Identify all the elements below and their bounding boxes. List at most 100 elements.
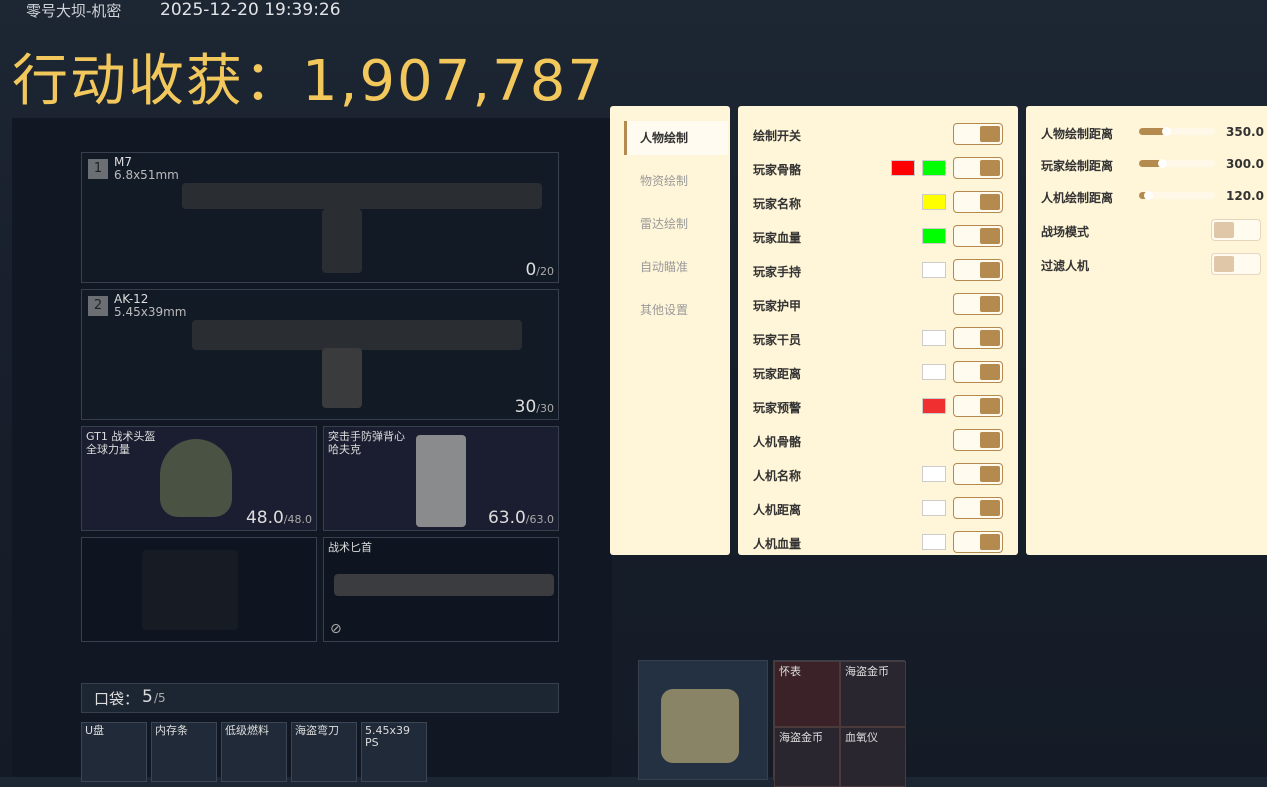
toggle-knob: [1214, 256, 1234, 272]
color-swatch[interactable]: [891, 160, 915, 176]
toggle-switch[interactable]: [953, 327, 1003, 349]
color-swatch[interactable]: [922, 466, 946, 482]
setting-label: 玩家骨骼: [753, 163, 802, 177]
no-insure-icon: ⊘: [330, 621, 342, 637]
toggle-switch[interactable]: [953, 293, 1003, 315]
secure-container[interactable]: [638, 660, 768, 780]
toggle-switch[interactable]: [953, 429, 1003, 451]
color-swatch[interactable]: [922, 194, 946, 210]
earnings-label: 行动收获：: [12, 49, 302, 114]
distance-row: 人机绘制距离 120.0 M: [1041, 185, 1267, 209]
container-item[interactable]: 怀表: [774, 661, 840, 727]
ammo-count: 0: [525, 260, 537, 280]
distance-slider[interactable]: [1139, 159, 1215, 168]
slider-handle[interactable]: [1161, 127, 1171, 136]
durability-max: /48.0: [283, 513, 312, 526]
toggle-knob: [980, 262, 1000, 278]
item-name: 海盗金币: [779, 731, 823, 744]
pocket-item[interactable]: 内存条: [151, 722, 217, 782]
distance-settings: 人物绘制距离 350.0 M 玩家绘制距离 300.0 M 人机绘制距离 120.0 M 战…: [1026, 106, 1267, 555]
color-swatch[interactable]: [922, 398, 946, 414]
slider-handle[interactable]: [1157, 159, 1167, 168]
pocket-item[interactable]: 海盗弯刀: [291, 722, 357, 782]
distance-label: 人物绘制距离: [1041, 127, 1114, 141]
toggle-switch[interactable]: [953, 157, 1003, 179]
toggle-row: 过滤人机: [1041, 253, 1261, 277]
color-swatch[interactable]: [922, 228, 946, 244]
setting-row: 玩家名称: [753, 191, 1003, 215]
setting-row: 人机骨骼: [753, 429, 1003, 453]
setting-label: 人机距离: [753, 503, 802, 517]
slot-number: 2: [88, 296, 108, 316]
toggle-switch[interactable]: [953, 531, 1003, 553]
toggle-knob: [980, 432, 1000, 448]
nav-tab[interactable]: 人物绘制: [624, 121, 728, 155]
nav-tab[interactable]: 物资绘制: [640, 174, 689, 188]
earnings-value: 1,907,787: [302, 49, 606, 114]
pistol-slot[interactable]: [81, 537, 317, 642]
pistol-silhouette-icon: [142, 550, 238, 630]
pocket-item[interactable]: U盘: [81, 722, 147, 782]
color-swatch[interactable]: [922, 364, 946, 380]
toggle-knob: [980, 160, 1000, 176]
ammo-max: /20: [536, 265, 554, 278]
toggle-switch[interactable]: [953, 123, 1003, 145]
slider-fill: [1139, 192, 1149, 199]
nav-tab[interactable]: 自动瞄准: [640, 260, 689, 274]
weapon-slot-1[interactable]: 1 M7 6.8x51mm 0/20: [81, 152, 559, 283]
setting-label: 人机血量: [753, 537, 802, 551]
toggle-switch[interactable]: [953, 259, 1003, 281]
helmet-slot[interactable]: GT1 战术头盔 全球力量 48.0/48.0: [81, 426, 317, 531]
pocket-header: 口袋： 5 /5: [81, 683, 559, 713]
container-item[interactable]: 血氧仪: [840, 727, 906, 787]
toggle-switch[interactable]: [1211, 253, 1261, 275]
toggle-switch[interactable]: [953, 225, 1003, 247]
toggle-switch[interactable]: [953, 497, 1003, 519]
weapon-slot-2[interactable]: 2 AK-12 5.45x39mm 30/30: [81, 289, 559, 420]
pocket-item[interactable]: 低级燃料: [221, 722, 287, 782]
toggle-switch[interactable]: [953, 395, 1003, 417]
nav-tab[interactable]: 其他设置: [640, 303, 689, 317]
distance-slider[interactable]: [1139, 127, 1215, 136]
toggle-knob: [980, 228, 1000, 244]
map-name: 零号大坝-机密: [26, 2, 122, 20]
color-swatch[interactable]: [922, 262, 946, 278]
durability-max: /63.0: [525, 513, 554, 526]
pocket-item[interactable]: 5.45x39 PS: [361, 722, 427, 782]
setting-row: 玩家骨骼: [753, 157, 1003, 181]
distance-label: 人机绘制距离: [1041, 191, 1114, 205]
melee-slot[interactable]: 战术匕首 ⊘: [323, 537, 559, 642]
setting-label: 绘制开关: [753, 129, 802, 143]
container-item[interactable]: 海盗金币: [774, 727, 840, 787]
slot-number: 1: [88, 159, 108, 179]
color-swatch[interactable]: [922, 500, 946, 516]
distance-slider[interactable]: [1139, 191, 1215, 200]
setting-row: 玩家预警: [753, 395, 1003, 419]
toggle-switch[interactable]: [953, 361, 1003, 383]
distance-value: 300.0 M: [1226, 157, 1267, 171]
color-swatch[interactable]: [922, 330, 946, 346]
toggle-knob: [1214, 222, 1234, 238]
setting-label: 玩家护甲: [753, 299, 802, 313]
magazine-image: [322, 209, 362, 273]
toggle-switch[interactable]: [953, 463, 1003, 485]
color-swatch[interactable]: [922, 160, 946, 176]
weapon-caliber: 6.8x51mm: [114, 168, 179, 182]
toggle-knob: [980, 296, 1000, 312]
slider-handle[interactable]: [1144, 191, 1154, 200]
toggle-knob: [980, 534, 1000, 550]
armor-image: [416, 435, 466, 527]
toggle-switch[interactable]: [953, 191, 1003, 213]
color-swatch[interactable]: [922, 534, 946, 550]
player-esp-settings: 绘制开关 玩家骨骼 玩家名称 玩家血量 玩家手持 玩家护甲 玩家干员 玩家距离 玩家预警 人机骨骼…: [738, 106, 1018, 555]
toggle-switch[interactable]: [1211, 219, 1261, 241]
setting-label: 玩家干员: [753, 333, 802, 347]
nav-tab[interactable]: 雷达绘制: [640, 217, 689, 231]
slider-fill: [1139, 160, 1162, 167]
container-item[interactable]: 海盗金币: [840, 661, 906, 727]
magazine-image: [322, 348, 362, 408]
distance-value: 350.0 M: [1226, 125, 1267, 139]
distance-label: 玩家绘制距离: [1041, 159, 1114, 173]
armor-slot[interactable]: 突击手防弹背心 哈夫克 63.0/63.0: [323, 426, 559, 531]
setting-row: 玩家手持: [753, 259, 1003, 283]
